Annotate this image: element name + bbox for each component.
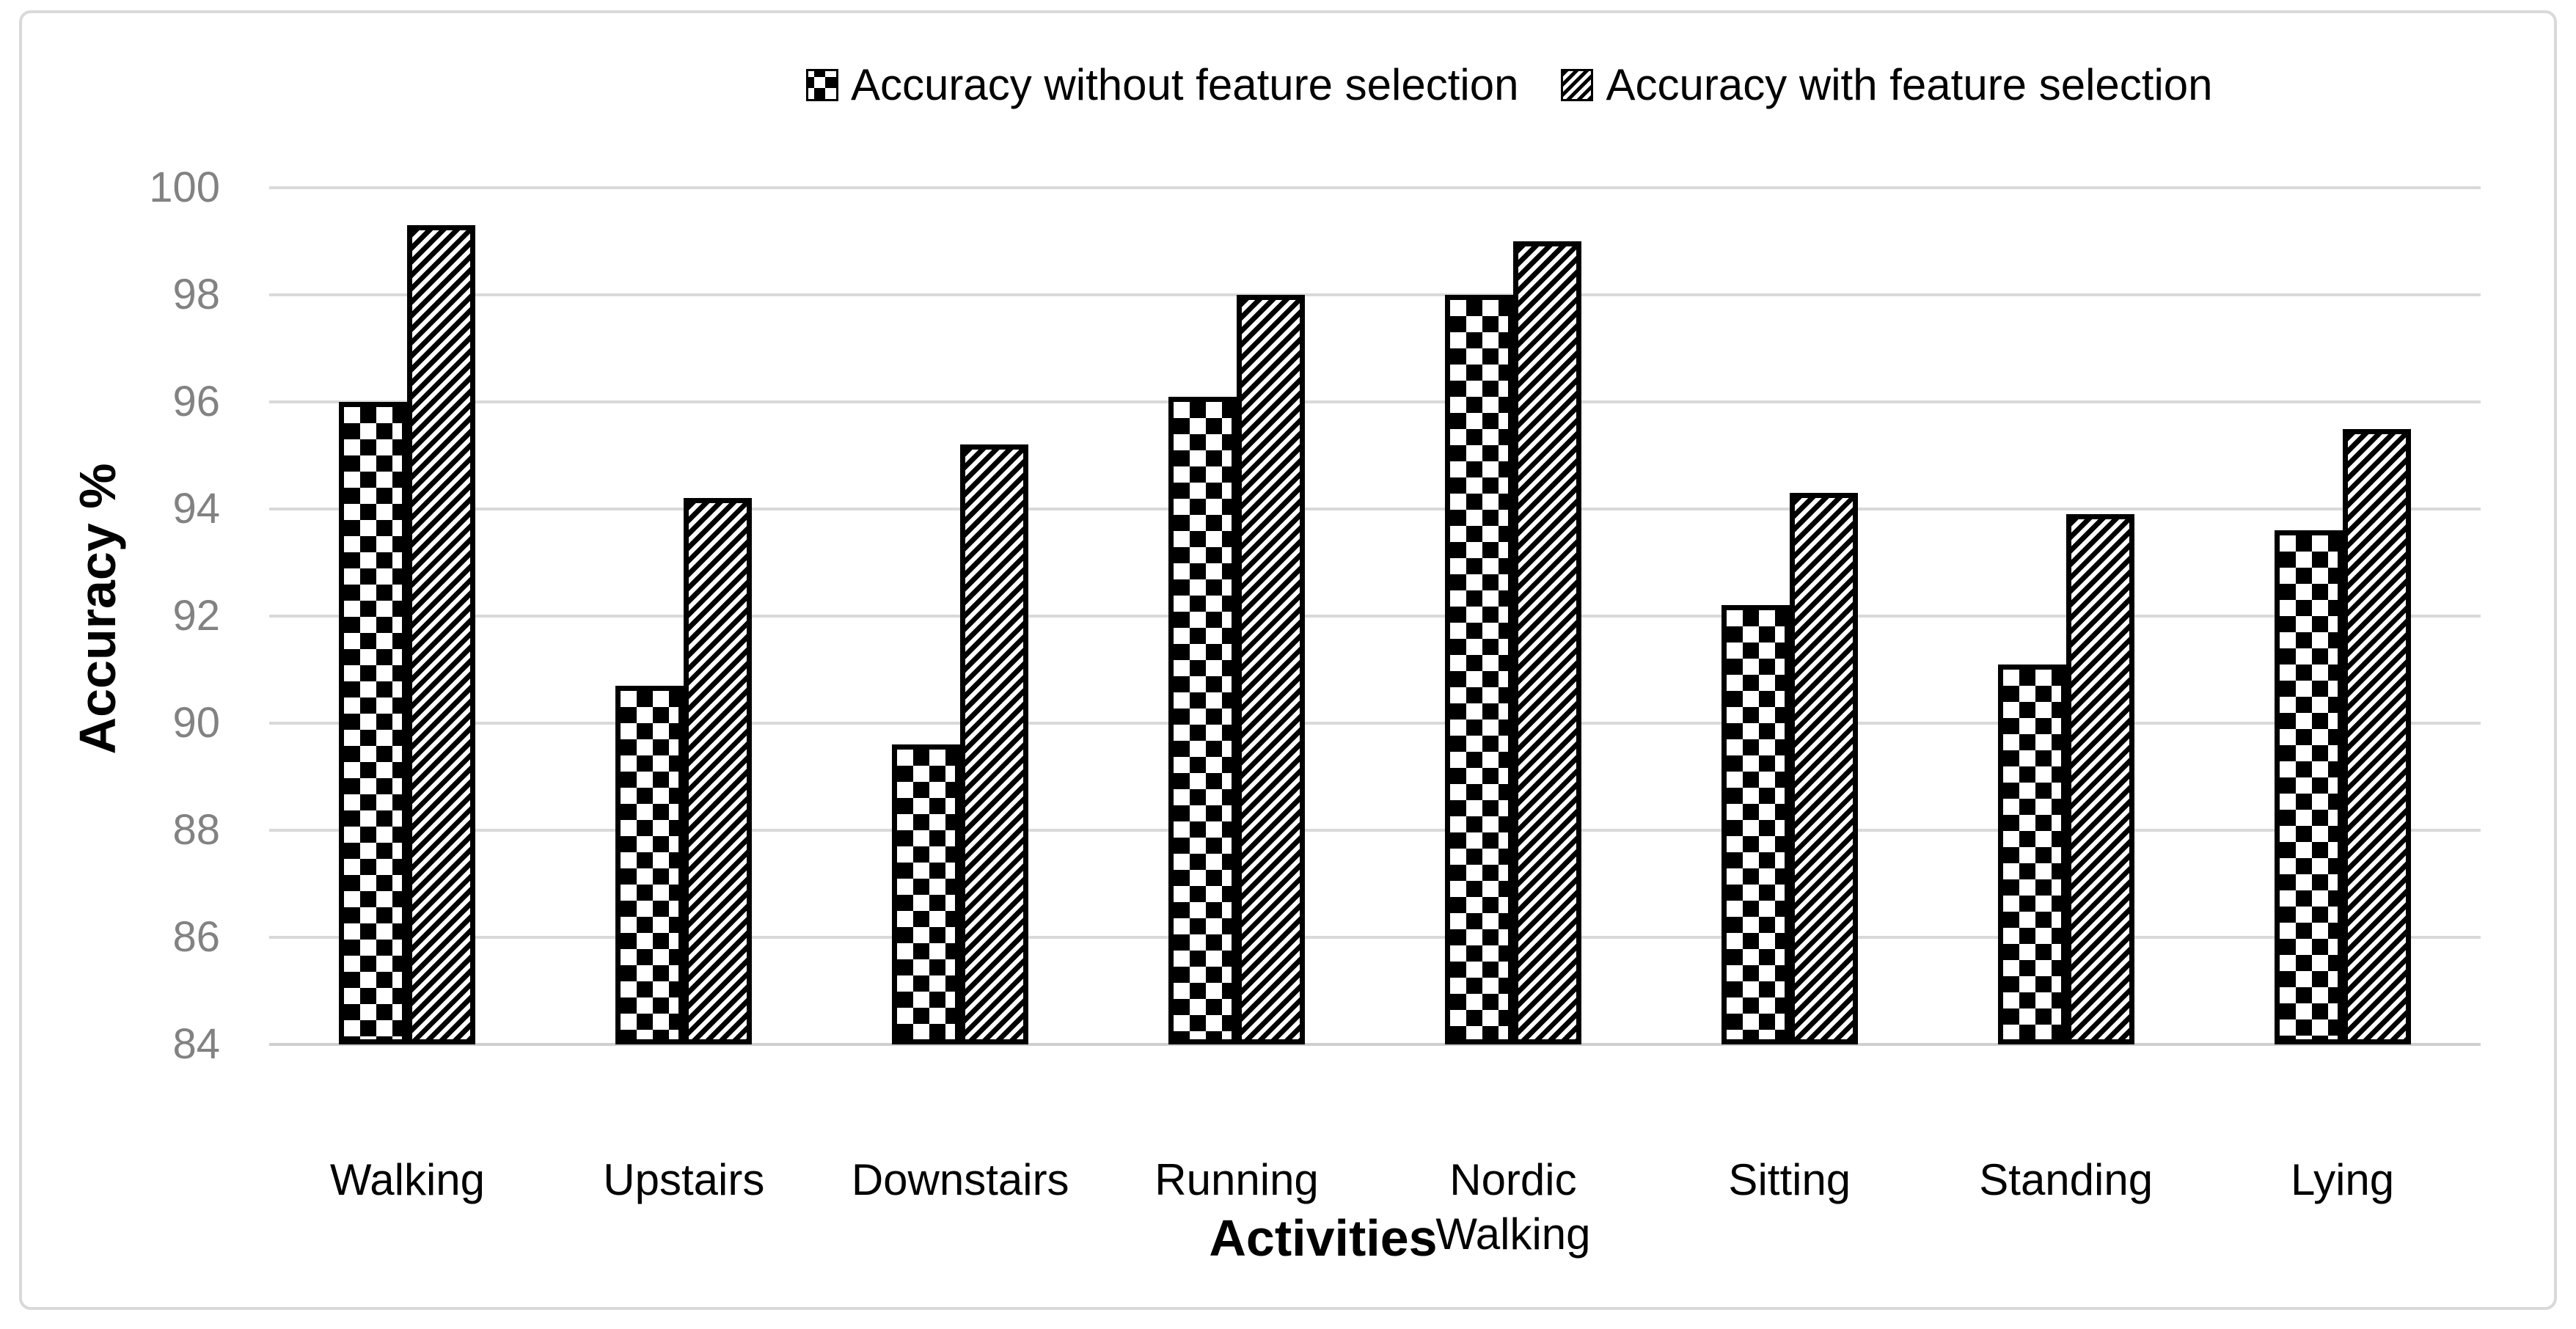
y-tick-label-92: 92 bbox=[172, 592, 220, 640]
bar-standing-without-feature-selection bbox=[1997, 664, 2066, 1044]
legend-swatch-diagonal-hatch-pattern-icon bbox=[1561, 69, 1594, 101]
y-tick-label-98: 98 bbox=[172, 271, 220, 318]
legend-item-with-feature-selection: Accuracy with feature selection bbox=[1561, 60, 2213, 109]
legend-label-without-feature-selection: Accuracy without feature selection bbox=[851, 60, 1519, 109]
y-axis-title: Accuracy % bbox=[69, 463, 126, 755]
category-label-standing: Standing bbox=[1979, 1155, 2154, 1204]
x-axis-title: Activities bbox=[1209, 1209, 1438, 1267]
gridline-94 bbox=[269, 508, 2481, 510]
gridline-96 bbox=[269, 400, 2481, 403]
legend: Accuracy without feature selection Accur… bbox=[806, 60, 2213, 109]
legend-item-without-feature-selection: Accuracy without feature selection bbox=[806, 63, 1518, 107]
bar-lying-with-feature-selection bbox=[2342, 428, 2411, 1044]
bar-upstairs-with-feature-selection bbox=[684, 498, 753, 1044]
y-tick-label-84: 84 bbox=[172, 1020, 220, 1068]
category-label-nordic-walking: Nordic Walking bbox=[1435, 1155, 1591, 1259]
legend-swatch-checker-pattern-icon bbox=[806, 69, 838, 101]
bar-upstairs-without-feature-selection bbox=[615, 685, 684, 1044]
category-label-lying: Lying bbox=[2290, 1155, 2395, 1204]
bar-running-with-feature-selection bbox=[1237, 295, 1306, 1044]
bar-walking-with-feature-selection bbox=[407, 225, 476, 1044]
gridline-90 bbox=[269, 722, 2481, 725]
bar-lying-without-feature-selection bbox=[2274, 530, 2343, 1044]
bar-nordic-walking-without-feature-selection bbox=[1444, 295, 1513, 1044]
category-label-running: Running bbox=[1155, 1155, 1319, 1204]
bar-downstairs-with-feature-selection bbox=[960, 444, 1029, 1044]
y-tick-label-86: 86 bbox=[172, 913, 220, 961]
gridline-100 bbox=[269, 186, 2481, 189]
bar-walking-without-feature-selection bbox=[339, 402, 408, 1044]
gridline-88 bbox=[269, 829, 2481, 832]
gridline-86 bbox=[269, 936, 2481, 939]
y-tick-label-94: 94 bbox=[172, 485, 220, 532]
plot-area bbox=[269, 186, 2481, 1046]
bar-nordic-walking-with-feature-selection bbox=[1512, 241, 1581, 1044]
category-label-downstairs: Downstairs bbox=[851, 1155, 1069, 1204]
category-label-sitting: Sitting bbox=[1728, 1155, 1851, 1204]
y-tick-label-96: 96 bbox=[172, 378, 220, 425]
gridline-92 bbox=[269, 615, 2481, 618]
bar-sitting-with-feature-selection bbox=[1789, 493, 1858, 1044]
legend-label-with-feature-selection: Accuracy with feature selection bbox=[1606, 60, 2213, 109]
gridline-98 bbox=[269, 293, 2481, 296]
category-label-upstairs: Upstairs bbox=[603, 1155, 765, 1204]
bar-standing-with-feature-selection bbox=[2065, 514, 2134, 1044]
category-label-walking: Walking bbox=[329, 1155, 486, 1204]
bar-sitting-without-feature-selection bbox=[1721, 605, 1790, 1044]
y-tick-label-90: 90 bbox=[172, 699, 220, 747]
x-axis-line bbox=[269, 1043, 2481, 1046]
y-tick-label-88: 88 bbox=[172, 806, 220, 854]
bar-downstairs-without-feature-selection bbox=[892, 744, 961, 1044]
bar-running-without-feature-selection bbox=[1168, 396, 1237, 1044]
y-tick-label-100: 100 bbox=[149, 164, 220, 211]
